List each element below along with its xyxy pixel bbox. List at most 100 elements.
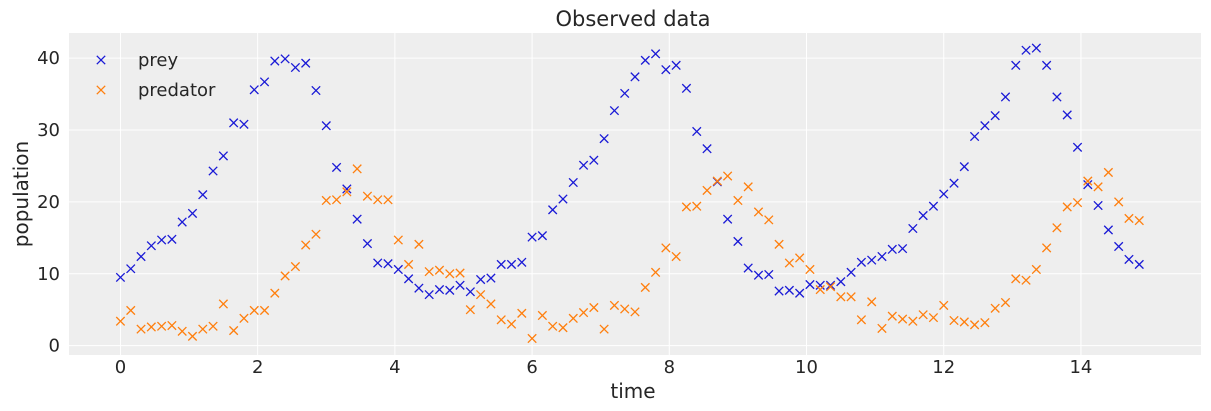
- predator-point: [434, 265, 445, 275]
- prey-point: [259, 77, 270, 87]
- prey-point: [455, 280, 465, 290]
- predator-point: [640, 282, 650, 293]
- prey-point: [362, 238, 373, 249]
- prey-point: [846, 267, 856, 278]
- predator-point: [198, 324, 208, 334]
- predator-point: [846, 292, 856, 302]
- predator-point: [887, 311, 897, 321]
- predator-point: [589, 302, 599, 313]
- predator-point: [877, 323, 887, 334]
- prey-point: [115, 272, 126, 283]
- predator-point: [537, 310, 548, 321]
- predator-point: [620, 304, 630, 314]
- prey-point: [558, 194, 568, 204]
- prey-point: [692, 126, 702, 137]
- prey-point: [342, 184, 352, 194]
- predator-point: [455, 268, 465, 278]
- prey-point: [1031, 43, 1042, 53]
- legend-marker-prey: [96, 55, 106, 65]
- prey-point: [640, 55, 650, 65]
- predator-point: [1083, 176, 1093, 186]
- y-axis-label: population: [9, 141, 33, 247]
- predator-point: [794, 253, 805, 263]
- x-tick-labels: 0 2 4 6 8 10 12 14: [115, 357, 1093, 378]
- prey-point: [249, 85, 259, 95]
- prey-point: [434, 284, 445, 295]
- predator-point: [115, 316, 126, 326]
- prey-point: [918, 210, 928, 221]
- prey-point: [290, 62, 301, 73]
- y-tick-label: 0: [49, 336, 60, 357]
- prey-point: [949, 178, 959, 188]
- x-tick-label: 8: [664, 357, 675, 378]
- prey-point: [661, 64, 671, 75]
- prey-point: [784, 285, 795, 295]
- predator-point: [1031, 264, 1042, 275]
- predator-point: [939, 300, 949, 311]
- predator-point: [290, 261, 301, 272]
- predator-point: [990, 303, 1000, 313]
- prey-point: [578, 160, 589, 170]
- predator-point: [259, 305, 270, 316]
- prey-point: [1041, 60, 1052, 71]
- predator-point: [187, 331, 198, 341]
- y-tick-labels: 0 10 20 30 40: [37, 48, 60, 357]
- prey-point: [825, 280, 836, 290]
- predator-point: [1021, 275, 1031, 285]
- predator-point: [321, 195, 331, 206]
- prey-point: [609, 105, 620, 116]
- predator-point: [424, 266, 434, 277]
- predator-point: [867, 297, 877, 307]
- prey-point: [331, 162, 342, 173]
- predator-point: [578, 307, 589, 318]
- predator-point: [177, 326, 187, 336]
- prey-point: [311, 85, 321, 96]
- prey-point: [1062, 110, 1072, 120]
- grid-lines: [69, 33, 1201, 355]
- prey-point: [156, 235, 167, 245]
- prey-point: [650, 49, 661, 59]
- predator-point: [1103, 167, 1114, 178]
- predator-point: [362, 191, 373, 201]
- predator-point: [218, 299, 229, 309]
- predator-point: [753, 207, 764, 217]
- prey-point: [465, 287, 476, 297]
- prey-point: [1021, 45, 1031, 55]
- predator-point: [156, 321, 167, 331]
- prey-point: [928, 201, 939, 211]
- prey-point: [1000, 92, 1011, 102]
- prey-point: [589, 155, 599, 165]
- predator-point: [373, 195, 383, 205]
- predator-point: [249, 305, 259, 316]
- prey-point: [126, 264, 136, 274]
- prey-point: [836, 277, 846, 287]
- prey-point: [908, 223, 918, 234]
- predator-point: [568, 313, 578, 324]
- predator-point: [1052, 223, 1062, 233]
- predator-point: [1124, 213, 1134, 224]
- prey-point: [301, 58, 311, 68]
- prey-point: [980, 121, 990, 131]
- predator-point: [661, 243, 671, 253]
- prey-point: [506, 259, 517, 270]
- prey-point: [774, 286, 784, 296]
- predator-point: [733, 195, 743, 206]
- prey-point: [548, 205, 558, 215]
- predator-point: [167, 320, 177, 331]
- prey-point: [877, 251, 887, 262]
- prey-point: [743, 263, 753, 273]
- prey-point: [445, 285, 455, 295]
- predator-point: [836, 292, 846, 302]
- predator-point: [908, 316, 918, 326]
- predator-point: [671, 251, 681, 262]
- predator-point: [692, 201, 702, 211]
- prey-point: [959, 162, 969, 172]
- predator-point: [146, 322, 156, 332]
- prey-point: [383, 259, 393, 269]
- predator-point: [342, 187, 352, 197]
- predator-point: [270, 288, 280, 298]
- x-tick-label: 10: [795, 357, 818, 378]
- predator-point: [774, 239, 784, 249]
- x-tick-label: 2: [252, 357, 263, 378]
- x-tick-label: 14: [1069, 357, 1092, 378]
